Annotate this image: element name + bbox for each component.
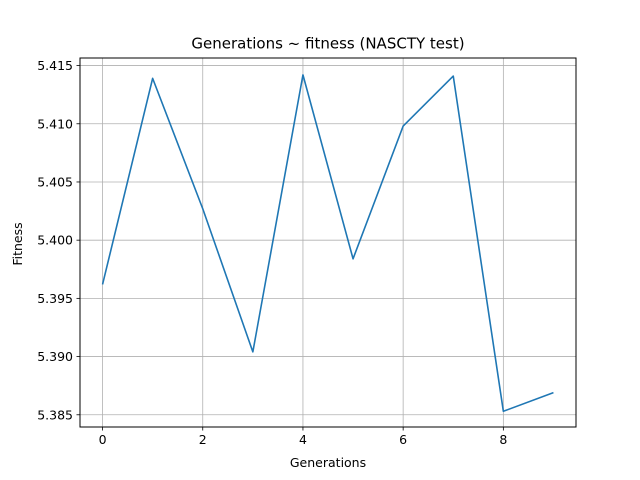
x-tick-label: 0 xyxy=(99,432,107,447)
y-tick-label: 5.415 xyxy=(37,58,73,73)
x-tick-label: 4 xyxy=(299,432,307,447)
x-tick-label: 2 xyxy=(199,432,207,447)
x-tick-label: 6 xyxy=(399,432,407,447)
y-tick-label: 5.405 xyxy=(37,174,73,189)
series-line xyxy=(101,74,554,413)
y-tick-label: 5.400 xyxy=(37,233,73,248)
y-tick-label: 5.390 xyxy=(37,349,73,364)
x-axis-title: Generations xyxy=(290,455,366,470)
y-tick-label: 5.385 xyxy=(37,407,73,422)
y-tick-label: 5.395 xyxy=(37,291,73,306)
y-tick-label: 5.410 xyxy=(37,116,73,131)
grid-lines xyxy=(80,58,576,427)
series-group xyxy=(101,74,554,413)
x-tick-label: 8 xyxy=(499,432,507,447)
plot-frame xyxy=(79,57,577,428)
chart-title: Generations ~ fitness (NASCTY test) xyxy=(191,35,464,53)
y-axis-title: Fitness xyxy=(10,222,25,265)
axis-ticks: 0 2 4 6 8 5.385 5.390 5.395 5.400 5.405 5.410 5.415 xyxy=(37,58,507,447)
